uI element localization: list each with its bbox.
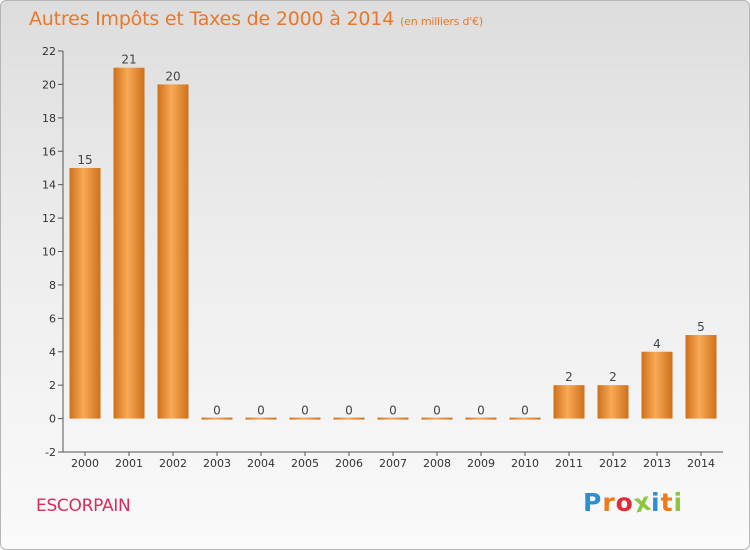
x-tick-label: 2014 — [687, 457, 715, 470]
y-tick-label: 12 — [42, 212, 56, 225]
bar — [245, 417, 277, 420]
y-tick-label: 4 — [49, 346, 56, 359]
value-label: 4 — [653, 337, 661, 351]
x-tick-label: 2013 — [643, 457, 671, 470]
x-tick-label: 2003 — [203, 457, 231, 470]
logo-letter: r — [602, 488, 616, 517]
x-tick-label: 2010 — [511, 457, 539, 470]
logo-letter: i — [651, 488, 661, 517]
value-label: 0 — [301, 404, 309, 418]
value-label: 0 — [389, 404, 397, 418]
bar — [597, 385, 629, 419]
x-tick-label: 2007 — [379, 457, 407, 470]
logo-letter: P — [583, 488, 603, 517]
bar — [377, 417, 409, 420]
y-tick-label: 14 — [42, 179, 56, 192]
x-tick-label: 2008 — [423, 457, 451, 470]
bar — [509, 417, 541, 420]
bar — [69, 167, 101, 419]
value-label: 0 — [521, 404, 529, 418]
y-tick-label: 20 — [42, 78, 56, 91]
logo-letter: o — [615, 488, 634, 517]
value-labels: 15 21 20 0 0 0 0 0 0 0 0 2 2 4 5 — [77, 53, 704, 418]
bar — [641, 351, 673, 419]
logo-letter: i — [673, 488, 684, 517]
bars — [69, 67, 717, 420]
y-tick-label: 6 — [49, 312, 56, 325]
x-tick-label: 2006 — [335, 457, 363, 470]
value-label: 5 — [697, 320, 705, 334]
value-label: 0 — [477, 404, 485, 418]
x-tick-label: 2000 — [71, 457, 99, 470]
value-label: 20 — [165, 69, 180, 83]
value-label: 0 — [257, 404, 265, 418]
bar — [113, 67, 145, 419]
y-tick-label: 8 — [49, 279, 56, 292]
bar — [685, 335, 717, 419]
value-label: 0 — [433, 404, 441, 418]
y-tick-label: 22 — [42, 45, 56, 58]
y-tick-label: 16 — [42, 145, 56, 158]
title-unit: (en milliers d'€) — [400, 15, 483, 28]
value-label: 0 — [213, 404, 221, 418]
bar — [553, 385, 585, 419]
title-text: Autres Impôts et Taxes de 2000 à 2014 — [29, 8, 395, 30]
bar — [333, 417, 365, 420]
x-tick-label: 2005 — [291, 457, 319, 470]
y-tick-label: -2 — [45, 446, 56, 459]
y-tick-label: 2 — [49, 379, 56, 392]
x-tick-label: 2011 — [555, 457, 583, 470]
value-label: 2 — [565, 370, 573, 384]
bar — [421, 417, 453, 420]
x-tick-label: 2004 — [247, 457, 275, 470]
logo-letter: t — [660, 488, 674, 517]
x-tick-label: 2009 — [467, 457, 495, 470]
y-tick-label: 10 — [42, 246, 56, 259]
value-label: 2 — [609, 370, 617, 384]
proxiti-logo: Proxiti — [583, 487, 684, 519]
bar — [157, 84, 189, 419]
x-tick-label: 2012 — [599, 457, 627, 470]
value-label: 21 — [121, 53, 136, 67]
bar — [201, 417, 233, 420]
value-label: 0 — [345, 404, 353, 418]
y-tick-label: 0 — [49, 413, 56, 426]
x-tick-label: 2001 — [115, 457, 143, 470]
y-tick-label: 18 — [42, 112, 56, 125]
x-tick-label: 2002 — [159, 457, 187, 470]
bar — [289, 417, 321, 420]
chart-title: Autres Impôts et Taxes de 2000 à 2014 (en… — [29, 8, 483, 30]
bar — [465, 417, 497, 420]
value-label: 15 — [77, 153, 92, 167]
commune-name: ESCORPAIN — [36, 496, 131, 516]
